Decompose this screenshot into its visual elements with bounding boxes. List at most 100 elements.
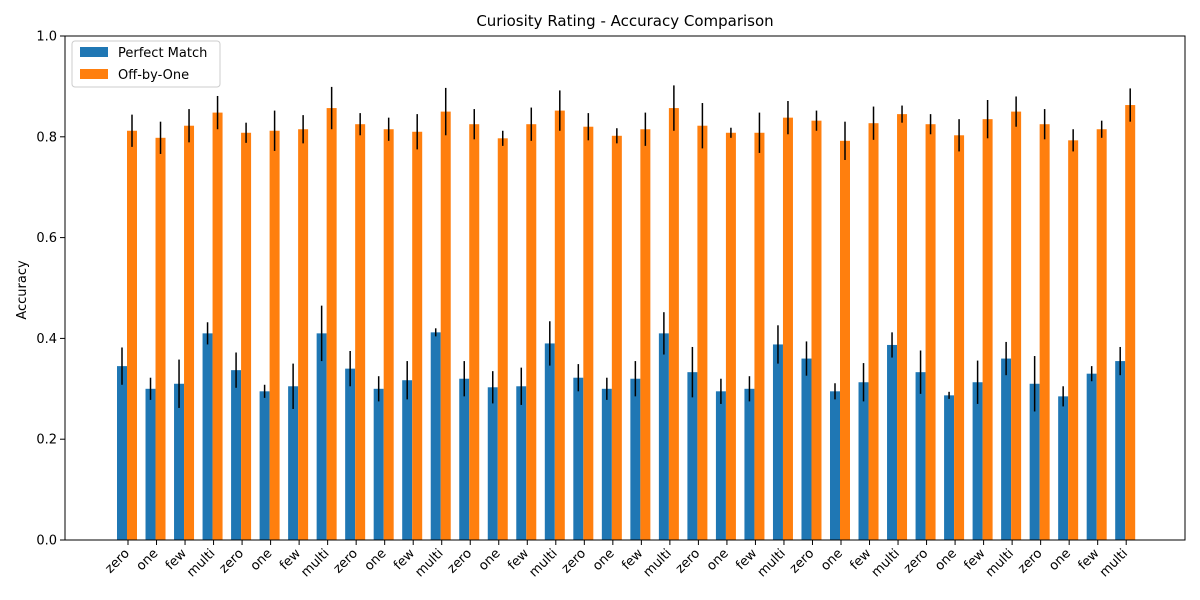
bar-perfect-match: [1086, 373, 1097, 540]
bar-perfect-match: [288, 386, 299, 540]
y-tick-label: 0.6: [36, 231, 57, 246]
x-tick-label: multi: [641, 546, 675, 580]
plot-frame: [64, 35, 1186, 541]
bar-perfect-match: [174, 383, 185, 540]
bar-off-by-one: [326, 108, 337, 541]
bar-perfect-match: [459, 378, 470, 540]
legend: Perfect Match Off-by-One: [71, 40, 221, 88]
x-tick-label: multi: [1097, 546, 1131, 580]
bar-off-by-one: [497, 138, 508, 540]
bar-perfect-match: [801, 358, 812, 540]
bar-perfect-match: [345, 368, 356, 540]
bar-perfect-match: [231, 370, 242, 540]
bar-perfect-match: [772, 344, 783, 540]
y-tick-label: 0.8: [36, 130, 57, 145]
x-tick-label: multi: [412, 546, 446, 580]
bar-off-by-one: [811, 120, 822, 540]
bar-off-by-one: [668, 108, 679, 541]
bar-perfect-match: [715, 391, 726, 540]
bar-perfect-match: [544, 343, 555, 540]
bar-perfect-match: [1029, 383, 1040, 540]
bar-off-by-one: [782, 117, 793, 540]
bar-perfect-match: [687, 372, 698, 540]
bar-off-by-one: [383, 129, 394, 541]
bar-off-by-one: [1039, 124, 1050, 540]
bar-perfect-match: [487, 387, 498, 540]
y-tick-label: 0.0: [36, 534, 57, 549]
x-tick-label: zero: [901, 546, 931, 576]
y-tick-label: 1.0: [36, 30, 57, 45]
bar-off-by-one: [640, 129, 651, 541]
bar-off-by-one: [355, 124, 366, 540]
bar-perfect-match: [1001, 358, 1012, 540]
bar-off-by-one: [269, 130, 280, 540]
x-tick-label: zero: [559, 546, 589, 576]
legend-label-off-by-one: Off-by-One: [118, 68, 189, 83]
x-tick-label: one: [476, 546, 504, 574]
x-tick-label: zero: [103, 546, 133, 576]
bar-off-by-one: [897, 114, 908, 541]
x-tick-label: zero: [331, 546, 361, 576]
bar-perfect-match: [830, 391, 840, 540]
x-tick-label: multi: [983, 546, 1017, 580]
x-tick-label: one: [704, 546, 732, 574]
bar-off-by-one: [868, 123, 879, 540]
bar-off-by-one: [526, 124, 537, 540]
bar-off-by-one: [840, 140, 850, 540]
bar-off-by-one: [1096, 129, 1107, 541]
x-tick-label: one: [362, 546, 390, 574]
x-tick-label: zero: [217, 546, 247, 576]
x-tick-label: one: [248, 546, 276, 574]
bar-perfect-match: [630, 378, 641, 540]
bar-off-by-one: [925, 124, 936, 540]
bar-perfect-match: [601, 388, 612, 540]
bar-perfect-match: [430, 332, 441, 540]
bar-off-by-one: [554, 110, 565, 540]
legend-swatch-off-by-one: [80, 69, 108, 79]
x-tick-label: one: [818, 546, 846, 574]
bar-perfect-match: [887, 344, 898, 540]
x-tick-label: one: [1046, 546, 1074, 574]
bar-off-by-one: [241, 132, 252, 540]
bar-perfect-match: [117, 366, 127, 540]
x-tick-label: multi: [184, 546, 218, 580]
bar-perfect-match: [573, 377, 584, 540]
bar-perfect-match: [402, 380, 413, 540]
bar-off-by-one: [155, 137, 166, 541]
bar-off-by-one: [697, 125, 708, 540]
bar-off-by-one: [1068, 140, 1079, 540]
chart-title: Curiosity Rating - Accuracy Comparison: [476, 12, 773, 30]
bar-perfect-match: [858, 382, 869, 540]
bar-off-by-one: [754, 132, 765, 540]
bar-perfect-match: [516, 386, 527, 540]
bar-off-by-one: [954, 135, 965, 540]
bar-perfect-match: [972, 382, 983, 540]
bar-off-by-one: [440, 111, 451, 540]
bar-perfect-match: [1115, 361, 1126, 540]
x-tick-label: zero: [673, 546, 703, 576]
bar-perfect-match: [259, 391, 270, 540]
bar-off-by-one: [1125, 105, 1136, 540]
y-tick-label: 0.2: [36, 433, 57, 448]
bar-off-by-one: [127, 130, 137, 540]
bar-off-by-one: [184, 125, 195, 540]
bar-off-by-one: [1011, 111, 1022, 540]
bar-perfect-match: [373, 388, 384, 540]
bar-off-by-one: [212, 112, 223, 540]
bar-perfect-match: [316, 333, 327, 540]
legend-label-perfect-match: Perfect Match: [118, 46, 207, 61]
bar-perfect-match: [944, 395, 955, 540]
x-tick-label: zero: [445, 546, 475, 576]
bar-off-by-one: [469, 124, 480, 540]
bar-off-by-one: [982, 119, 993, 540]
bar-perfect-match: [1058, 396, 1069, 540]
bar-off-by-one: [583, 126, 594, 540]
bar-off-by-one: [298, 129, 309, 541]
bar-off-by-one: [725, 132, 736, 540]
x-tick-label: multi: [527, 546, 561, 580]
x-tick-label: one: [590, 546, 618, 574]
bar-off-by-one: [412, 131, 423, 540]
x-tick-label: multi: [755, 546, 789, 580]
